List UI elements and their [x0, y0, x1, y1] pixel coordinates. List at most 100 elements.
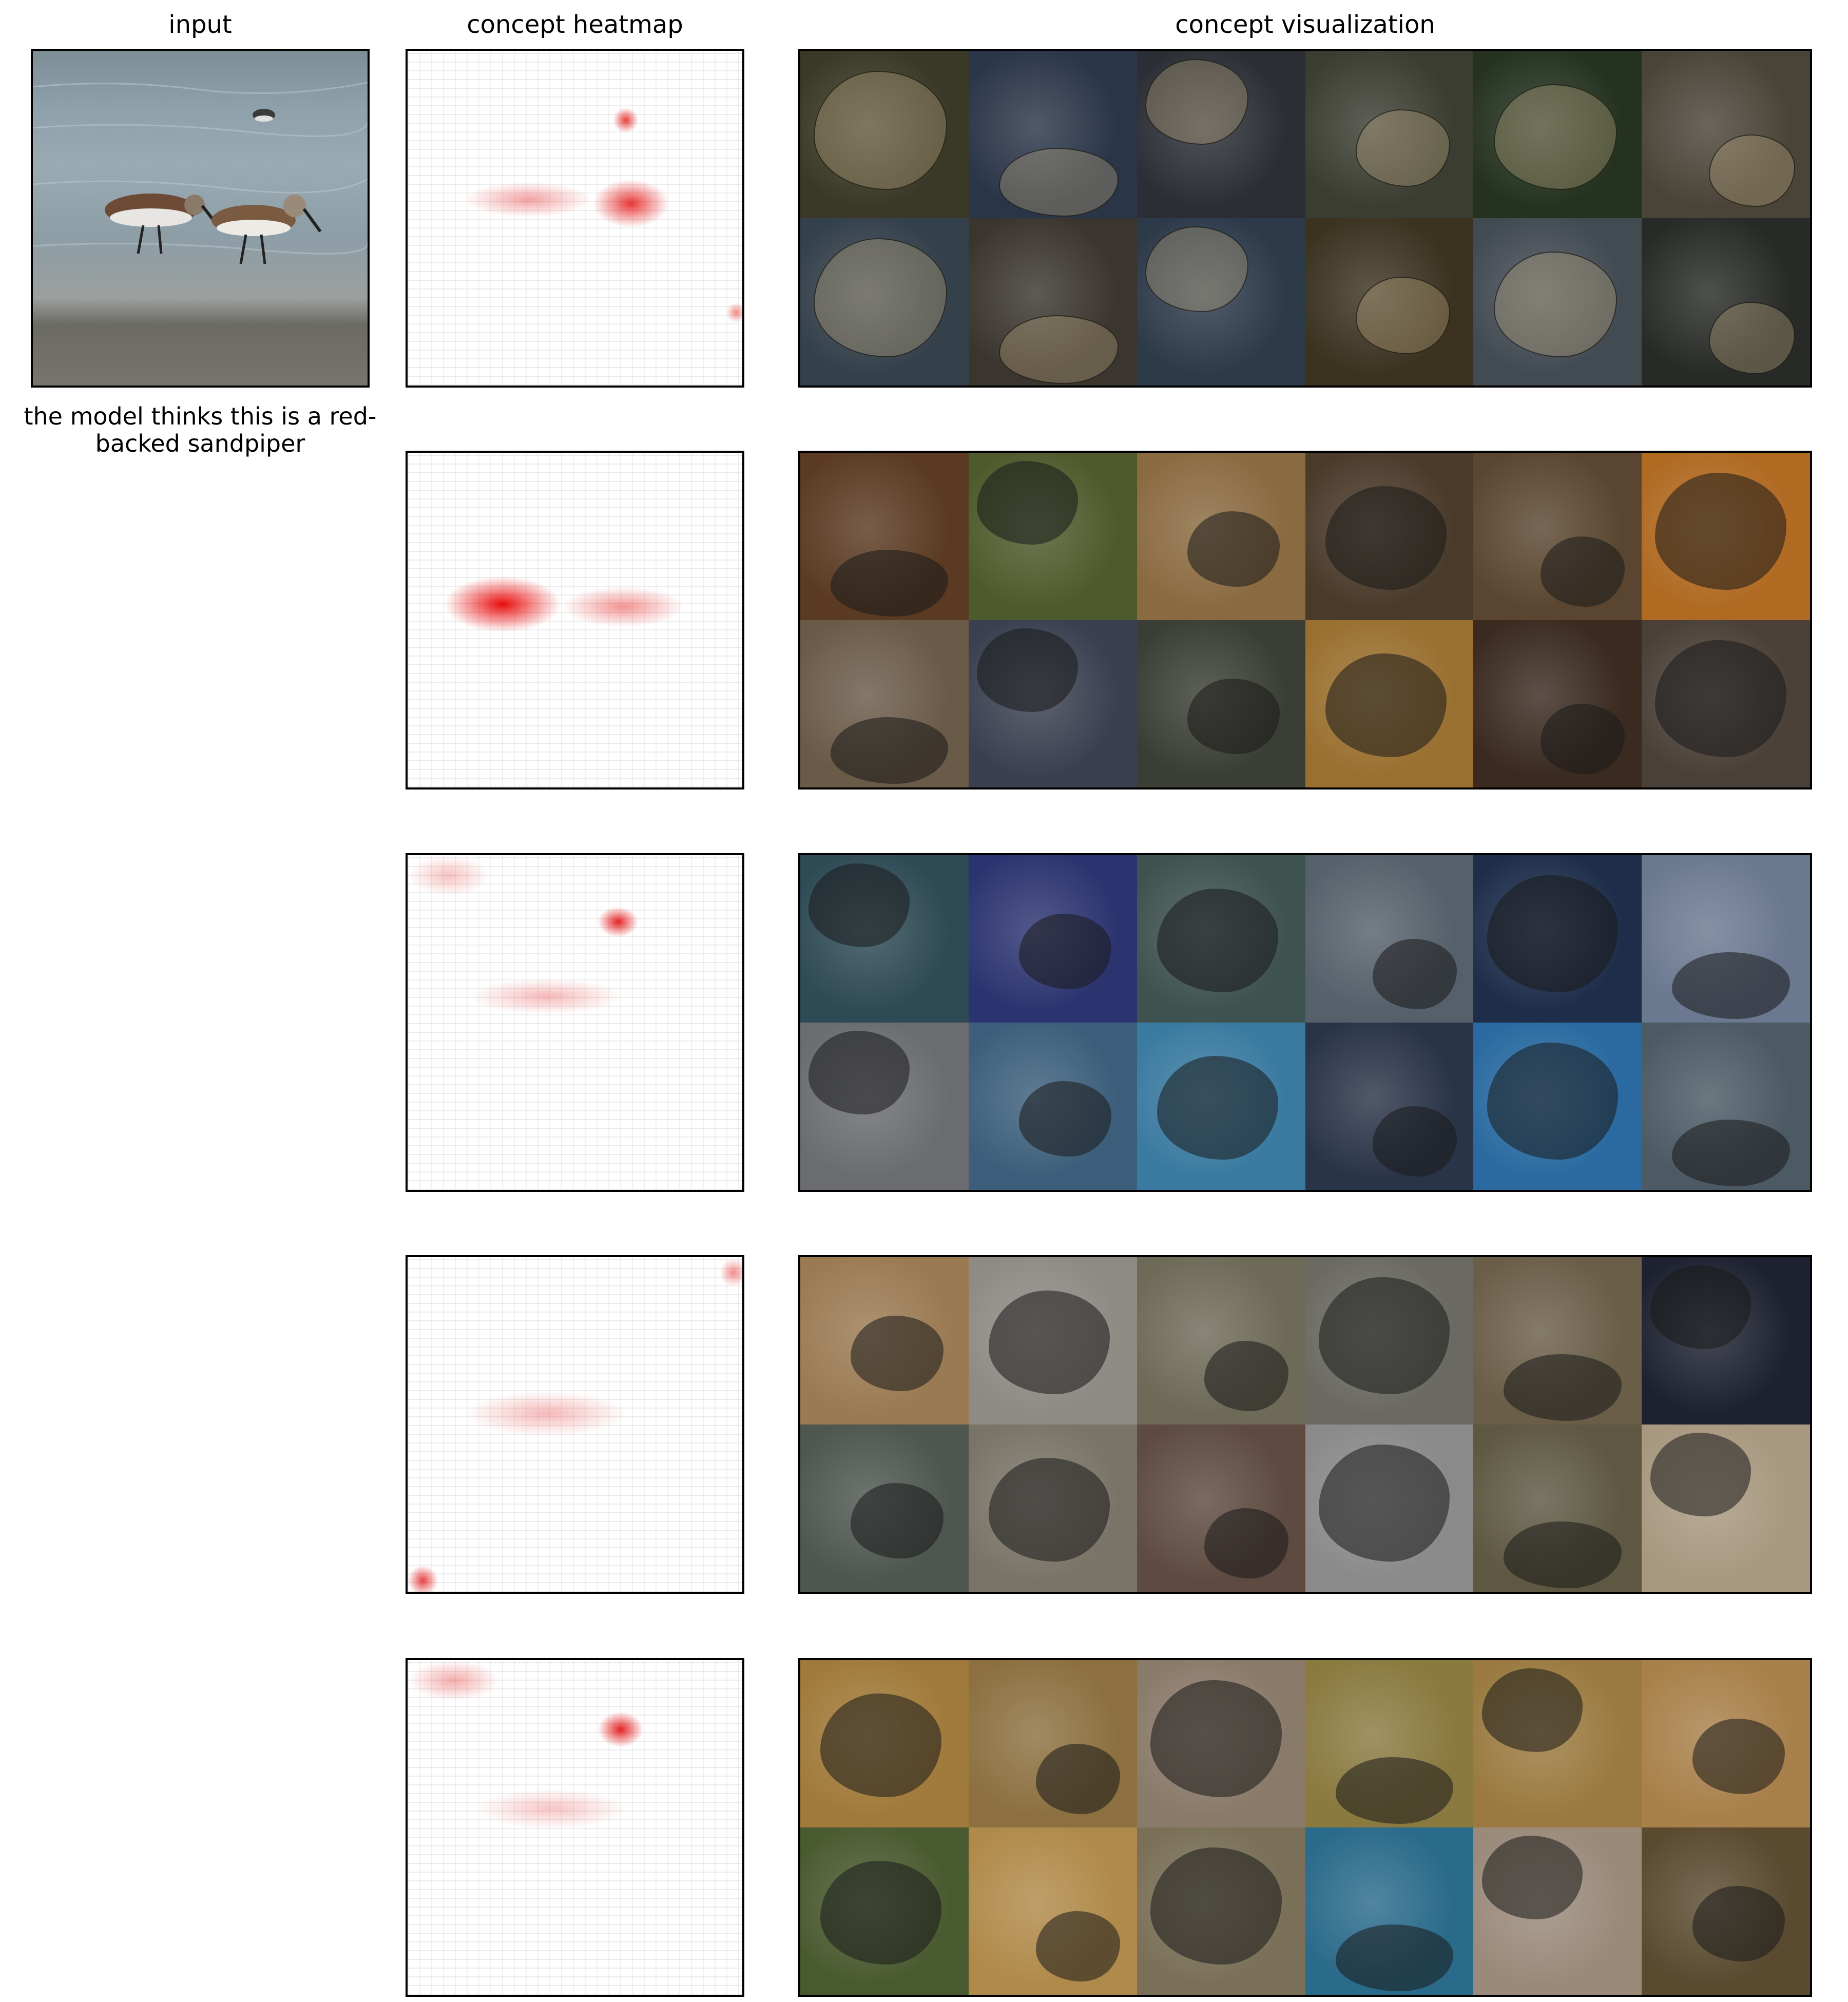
heat-region — [613, 107, 639, 133]
concept-example-tile — [800, 620, 969, 787]
heat-region — [598, 1711, 644, 1747]
concept-mask-overlay — [1487, 1043, 1619, 1160]
concept-example-tile — [1305, 1827, 1474, 1995]
concept-example-tile — [1137, 1827, 1305, 1995]
concept-mask-overlay — [1692, 1886, 1785, 1961]
concept-example-tile — [1642, 1023, 1810, 1190]
concept-example-tile — [968, 1424, 1137, 1592]
concept-mask-overlay — [1355, 109, 1451, 187]
concept-mask-overlay — [1355, 277, 1451, 354]
concept-mask-overlay — [1335, 1924, 1453, 1992]
input-image — [31, 49, 370, 388]
concept-mask-overlay — [1655, 640, 1787, 758]
concept-example-tile — [800, 51, 969, 218]
concept-mask-overlay — [1150, 1680, 1282, 1798]
concept-mask-overlay — [1325, 653, 1447, 758]
prediction-label: the model thinks this is a red-backed sa… — [24, 402, 377, 457]
concept-mask-overlay — [808, 1031, 910, 1115]
concept-mask-overlay — [1692, 1719, 1785, 1794]
concept-mask-overlay — [998, 148, 1119, 217]
concept-example-tile — [1642, 218, 1810, 386]
concept-example-tile — [1642, 51, 1810, 218]
concept-example-tile — [968, 620, 1137, 787]
heat-region — [444, 576, 562, 632]
concept-mask-overlay — [820, 1861, 942, 1965]
heat-region — [464, 182, 592, 218]
concept-heatmap — [406, 853, 744, 1192]
concept-mask-overlay — [831, 717, 949, 784]
concept-example-tile — [1473, 620, 1642, 787]
heat-region — [408, 1565, 438, 1592]
concept-mask-overlay — [1709, 134, 1796, 207]
heat-region — [598, 907, 639, 937]
concept-example-tile — [1137, 1257, 1305, 1424]
concept-example-tile — [1642, 1660, 1810, 1827]
concept-mask-overlay — [1672, 952, 1790, 1019]
concept-mask-overlay — [1204, 1341, 1288, 1411]
concept-mask-overlay — [1157, 889, 1279, 993]
concept-heatmap — [406, 49, 744, 388]
concept-example-tile — [1137, 51, 1305, 218]
concept-mask-overlay — [1487, 875, 1619, 993]
concept-mask-overlay — [1493, 84, 1617, 190]
concept-example-tile — [800, 1424, 969, 1592]
visualization-column-title: concept visualization — [1175, 10, 1435, 39]
concept-mask-overlay — [1150, 1847, 1282, 1965]
concept-mask-overlay — [1672, 1120, 1790, 1187]
input-column-title: input — [168, 10, 232, 39]
concept-example-tile — [1137, 620, 1305, 787]
heat-region — [408, 1660, 500, 1701]
concept-example-tile — [1305, 1424, 1474, 1592]
concept-mask-overlay — [1318, 1277, 1450, 1395]
concept-mask-overlay — [1650, 1265, 1751, 1350]
concept-example-tile — [1642, 1827, 1810, 1995]
concept-mask-overlay — [1372, 939, 1457, 1009]
concept-mask-overlay — [989, 1458, 1110, 1562]
concept-example-tile — [968, 51, 1137, 218]
concept-example-tile — [1305, 51, 1474, 218]
concept-mask-overlay — [831, 550, 949, 617]
heat-region — [726, 302, 742, 323]
concept-example-tile — [800, 218, 969, 386]
concept-example-tile — [968, 1023, 1137, 1190]
heat-region — [592, 179, 669, 228]
concept-example-tile — [968, 1660, 1137, 1827]
concept-heatmap — [406, 1255, 744, 1594]
concept-example-tile — [1473, 1660, 1642, 1827]
concept-example-tile — [1473, 855, 1642, 1023]
concept-mask-overlay — [1481, 1836, 1583, 1920]
sandpipers-illustration — [33, 82, 368, 264]
concept-mask-overlay — [814, 238, 947, 358]
concept-example-tile — [968, 1257, 1137, 1424]
concept-example-tile — [1642, 620, 1810, 787]
concept-visualization — [798, 451, 1812, 790]
concept-mask-overlay — [989, 1291, 1110, 1395]
concept-mask-overlay — [998, 315, 1119, 384]
concept-visualization — [798, 1658, 1812, 1997]
concept-mask-overlay — [977, 628, 1078, 713]
concept-mask-overlay — [1318, 1445, 1450, 1562]
concept-example-tile — [968, 855, 1137, 1023]
concept-mask-overlay — [1493, 252, 1617, 358]
concept-example-tile — [968, 453, 1137, 620]
concept-example-tile — [1473, 1827, 1642, 1995]
concept-example-tile — [1305, 1023, 1474, 1190]
concept-mask-overlay — [1187, 511, 1280, 587]
concept-mask-overlay — [1335, 1757, 1453, 1824]
concept-example-tile — [1305, 1660, 1474, 1827]
heat-region — [469, 978, 623, 1014]
heat-region — [721, 1257, 742, 1288]
concept-mask-overlay — [851, 1483, 944, 1558]
concept-example-tile — [800, 1827, 969, 1995]
concept-mask-overlay — [1650, 1433, 1751, 1517]
heatmap-column-title: concept heatmap — [467, 10, 683, 39]
heat-region — [474, 1788, 628, 1830]
concept-example-tile — [1305, 453, 1474, 620]
concept-mask-overlay — [1481, 1668, 1583, 1753]
concept-example-tile — [968, 1827, 1137, 1995]
concept-example-tile — [800, 1257, 969, 1424]
concept-heatmap — [406, 1658, 744, 1997]
concept-example-tile — [1473, 51, 1642, 218]
concept-example-tile — [1642, 1257, 1810, 1424]
concept-example-tile — [1137, 218, 1305, 386]
